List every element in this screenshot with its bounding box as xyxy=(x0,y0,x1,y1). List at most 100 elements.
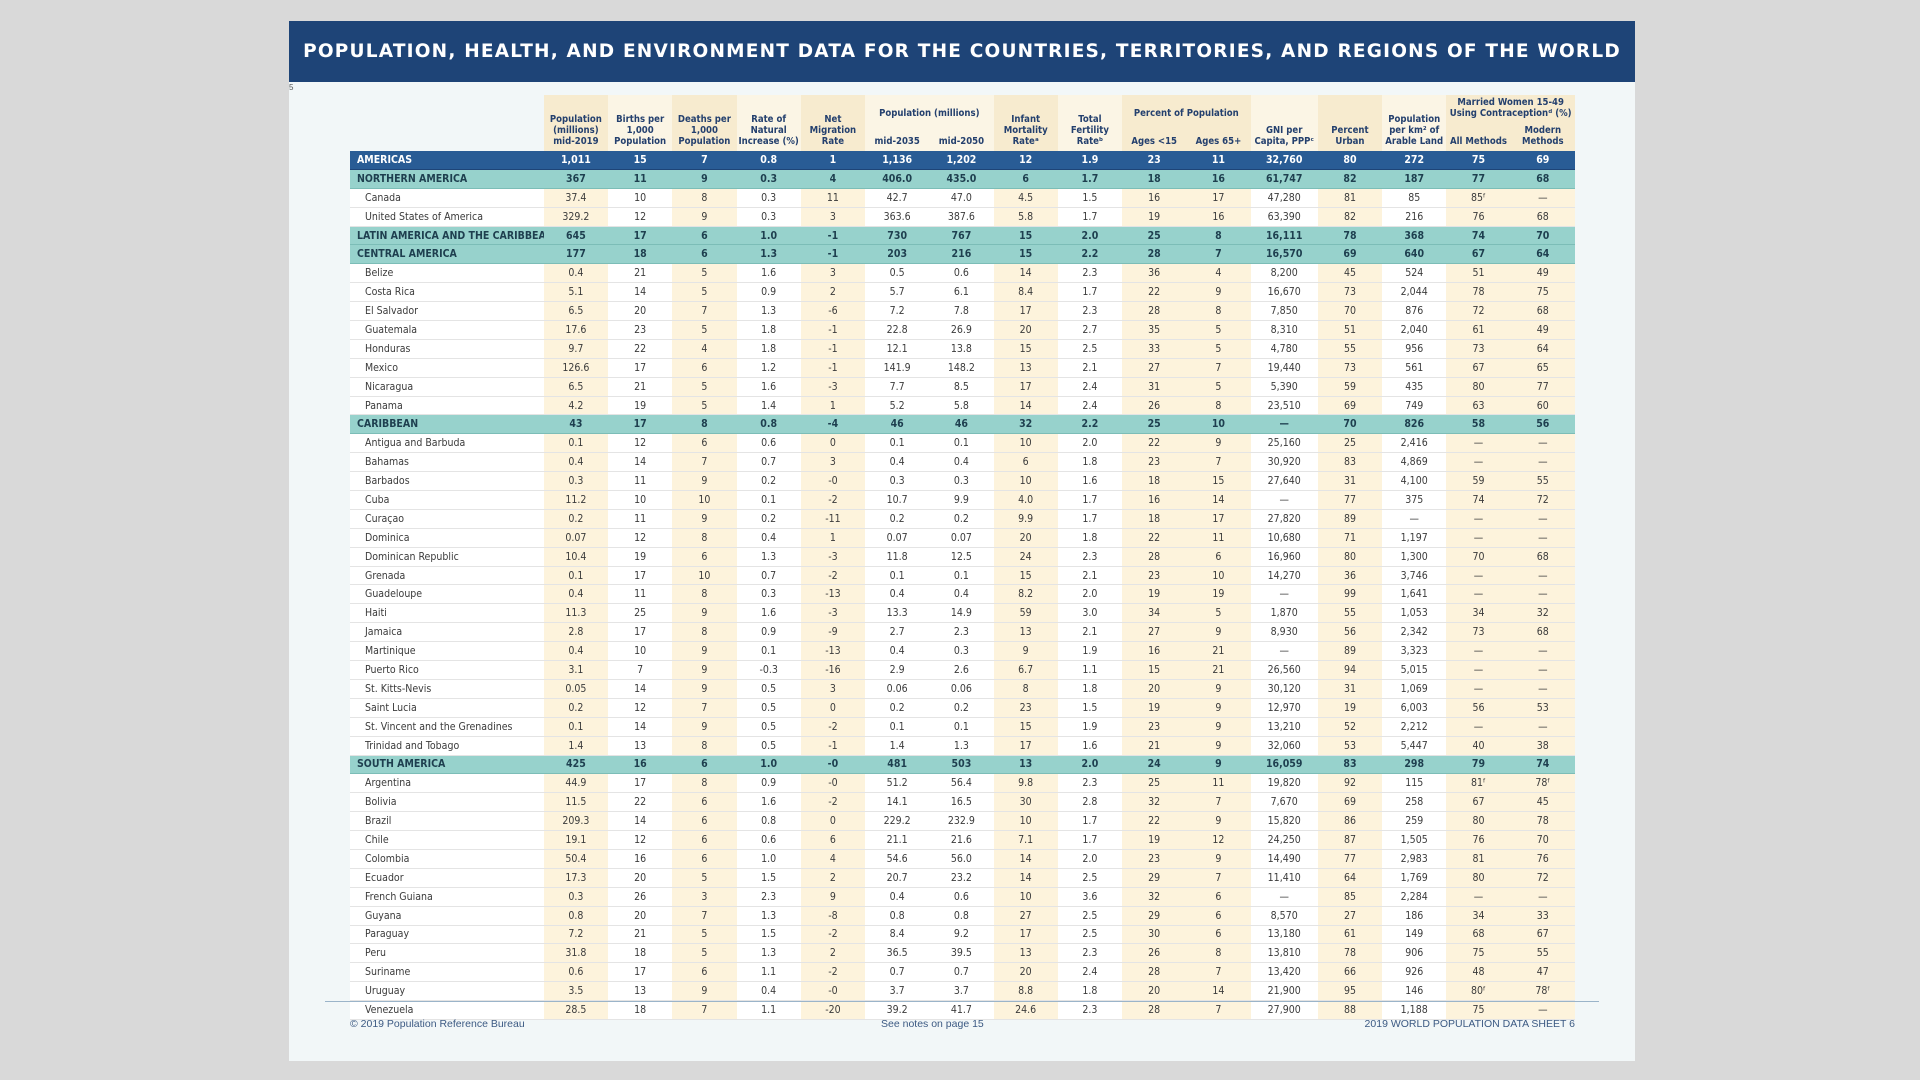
table-cell: 63,390 xyxy=(1250,207,1318,227)
table-cell: 1.3 xyxy=(736,244,801,265)
table-cell: 1.7 xyxy=(1057,490,1123,510)
table-cell: 1.9 xyxy=(1057,641,1123,662)
table-cell: 0.06 xyxy=(929,679,994,699)
table-cell: 9 xyxy=(672,679,737,699)
table-row: Guyana 0.8 20 7 1.3 -8 0.8 0.8 27 2.5 29 6 8,570 27 18… xyxy=(350,906,1575,926)
table-cell: 7 xyxy=(1186,452,1251,473)
table-cell: 17 xyxy=(993,301,1058,322)
table-cell: 0.9 xyxy=(736,773,801,794)
table-cell: — xyxy=(1446,452,1511,473)
table-cell: 6.7 xyxy=(993,660,1058,680)
table-cell: 2.5 xyxy=(1057,906,1123,926)
row-label: Bolivia xyxy=(350,792,544,813)
row-label: Dominica xyxy=(350,528,544,548)
table-row-region: CARIBBEAN 43 17 8 0.8 -4 46 46 32 2.2 25 10—70 826 58… xyxy=(350,414,1575,435)
table-cell: 0 xyxy=(800,698,866,718)
table-cell: 10.7 xyxy=(865,490,930,510)
table-cell: 10 xyxy=(993,433,1058,454)
table-cell: 18 xyxy=(608,244,673,265)
table-cell: 25 xyxy=(1122,414,1187,435)
table-cell: 73 xyxy=(1446,339,1511,359)
table-cell: 0.1 xyxy=(543,717,609,737)
table-cell: 0.6 xyxy=(736,830,801,850)
table-cell: — xyxy=(1510,660,1575,680)
table-cell: 13 xyxy=(993,358,1058,378)
table-cell: 0.7 xyxy=(865,962,930,983)
table-cell: 14 xyxy=(993,849,1058,869)
table-cell: 21 xyxy=(1186,660,1251,680)
table-cell: 94 xyxy=(1317,660,1383,680)
table-cell: 49 xyxy=(1510,263,1575,284)
table-cell: -3 xyxy=(800,377,866,397)
table-cell: 60 xyxy=(1510,396,1575,416)
table-cell: 0.5 xyxy=(865,263,930,284)
table-cell: 6 xyxy=(800,830,866,850)
table-cell: 32 xyxy=(993,414,1058,435)
table-cell: 11.2 xyxy=(543,490,609,510)
table-cell: 25 xyxy=(608,603,673,624)
table-cell: -2 xyxy=(800,925,866,945)
table-row: Canada 37.4 10 8 0.3 11 42.7 47.0 4.5 1.5 16 17 47,2… xyxy=(350,188,1575,208)
table-cell: 5.8 xyxy=(929,396,994,416)
table-cell: 20.7 xyxy=(865,868,930,888)
table-cell: 46 xyxy=(865,414,930,435)
table-cell: 68 xyxy=(1510,169,1575,189)
table-cell: 13,210 xyxy=(1250,717,1318,737)
table-cell: 4 xyxy=(1186,263,1251,284)
table-cell: 0.6 xyxy=(543,962,609,983)
table-cell: 8 xyxy=(672,414,737,435)
table-cell: 54.6 xyxy=(865,849,930,869)
table-cell: 78ᶠ xyxy=(1510,981,1575,1002)
table-cell: 68 xyxy=(1510,547,1575,567)
table-cell: 39.2 xyxy=(865,1000,930,1020)
table-cell: 22 xyxy=(608,339,673,359)
table-cell: 36.5 xyxy=(865,943,930,964)
table-cell: 2.1 xyxy=(1057,566,1123,586)
table-cell: 74 xyxy=(1510,755,1575,775)
table-cell: 9 xyxy=(672,207,737,227)
table-cell: -2 xyxy=(800,962,866,983)
row-label: Brazil xyxy=(350,811,544,832)
table-row: Belize 0.4 21 5 1.6 3 0.5 0.6 14 2.3 36 4 8,200 45 524… xyxy=(350,263,1575,284)
table-cell: 10 xyxy=(1186,566,1251,586)
table-row: Haiti 11.3 25 9 1.6 -3 13.3 14.9 59 3.0 34 5 1,870 55… xyxy=(350,603,1575,624)
table-cell: 56 xyxy=(1317,622,1383,643)
table-cell: 0.4 xyxy=(929,584,994,605)
table-cell: 9 xyxy=(672,169,737,189)
table-cell: 61 xyxy=(1317,925,1383,945)
table-cell: 7 xyxy=(672,906,737,926)
table-cell: 956 xyxy=(1382,339,1447,359)
table-cell: 45 xyxy=(1510,792,1575,813)
footer-copyright: © 2019 Population Reference Bureau xyxy=(350,1018,525,1030)
table-cell: 8.8 xyxy=(993,981,1058,1002)
table-cell: 16,570 xyxy=(1250,244,1318,265)
table-cell: 4,100 xyxy=(1382,471,1447,492)
table-cell: 5,390 xyxy=(1250,377,1318,397)
table-cell: 0.3 xyxy=(865,471,930,492)
header-infant-mortality: Infant Mortality Rateᵃ xyxy=(993,95,1058,151)
table-cell: 13 xyxy=(608,981,673,1002)
table-cell: 7.2 xyxy=(865,301,930,322)
table-cell: 34 xyxy=(1446,906,1511,926)
table-cell: 6 xyxy=(672,849,737,869)
table-cell: 1.3 xyxy=(929,736,994,756)
table-cell: 29 xyxy=(1122,906,1187,926)
table-cell: 2.3 xyxy=(1057,773,1123,794)
table-cell: 0.5 xyxy=(736,679,801,699)
table-cell: 5 xyxy=(672,377,737,397)
table-cell: 23 xyxy=(1122,717,1187,737)
table-cell: 2.3 xyxy=(736,887,801,907)
table-cell: 0.5 xyxy=(736,717,801,737)
table-cell: 21 xyxy=(608,263,673,284)
table-cell: 14,490 xyxy=(1250,849,1318,869)
table-cell: 0.8 xyxy=(865,906,930,926)
table-row: Chile 19.1 12 6 0.6 6 21.1 21.6 7.1 1.7 19 12 24,250… xyxy=(350,830,1575,850)
table-cell: 34 xyxy=(1122,603,1187,624)
table-cell: 8.5 xyxy=(929,377,994,397)
table-cell: 68 xyxy=(1510,207,1575,227)
table-cell: 9 xyxy=(1186,679,1251,699)
table-cell: 55 xyxy=(1510,943,1575,964)
table-cell: 19 xyxy=(1317,698,1383,718)
table-cell: 435.0 xyxy=(929,169,994,189)
table-cell: 25 xyxy=(1122,226,1187,246)
